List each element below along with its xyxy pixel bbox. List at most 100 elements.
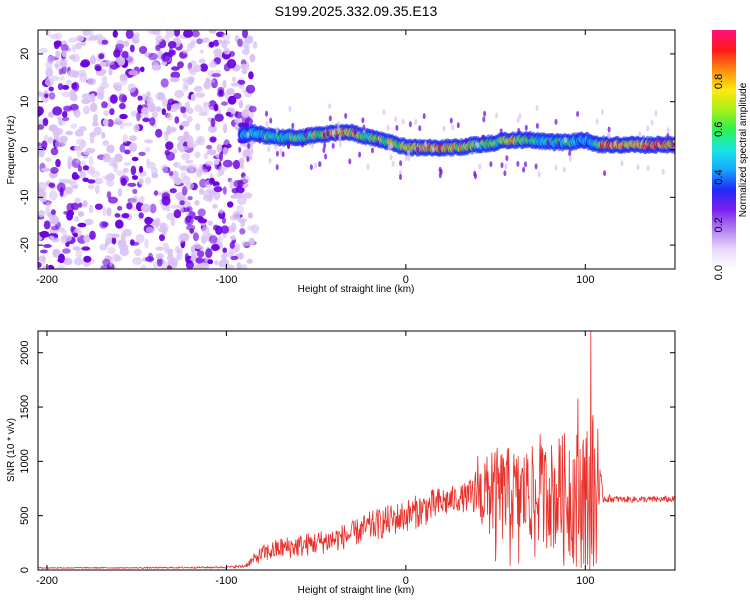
spectrogram-cell xyxy=(50,225,60,231)
spectrogram-cell xyxy=(222,159,233,168)
spectrogram-cell xyxy=(140,203,151,213)
spectrogram-cell xyxy=(77,165,82,172)
spectrogram-cell xyxy=(119,102,126,110)
spectrogram-cell xyxy=(62,234,72,242)
spectrogram-cell xyxy=(318,161,322,168)
spectrogram-cell xyxy=(190,93,196,102)
spectrogram-cell xyxy=(117,205,123,211)
spectrogram-cell xyxy=(121,50,129,59)
spectrogram-cell xyxy=(177,196,188,202)
spectrogram-cell xyxy=(517,127,521,134)
spectrogram-cell xyxy=(115,219,124,229)
spectrogram-cell xyxy=(328,103,332,110)
spectrogram-cell xyxy=(229,241,235,249)
spectrogram-cell xyxy=(211,73,221,78)
spectrogram-cell xyxy=(65,130,74,136)
spectrogram-cell xyxy=(130,241,140,246)
spectrogram-cell xyxy=(208,124,217,133)
spectrogram-cell xyxy=(99,61,107,67)
spectrogram-cell xyxy=(108,196,118,204)
spectrogram-cell xyxy=(366,163,370,170)
spectrogram-cell xyxy=(49,33,59,40)
spectrogram-cell xyxy=(38,146,43,156)
spectrogram-cell xyxy=(72,70,79,78)
spectrogram-cell xyxy=(247,143,251,149)
spectrogram-cell xyxy=(186,206,193,213)
spectrogram-cell xyxy=(249,53,256,63)
spectrogram-cell xyxy=(387,144,391,151)
spectrogram-cell xyxy=(164,248,174,254)
spectrogram-cell xyxy=(166,125,172,135)
spectrogram-cell xyxy=(112,30,119,38)
spectrogram-cell xyxy=(155,128,163,138)
spectrogram-cell xyxy=(45,67,54,78)
spectrogram-cell xyxy=(524,161,527,168)
spectrogram-cell xyxy=(554,118,558,125)
spectrogram-cell xyxy=(39,230,50,238)
spectrogram-cell xyxy=(128,70,139,76)
spectrogram-cell xyxy=(106,144,115,154)
spectrogram-cell xyxy=(607,132,610,139)
colorbar-tick-label: 0.4 xyxy=(713,169,725,184)
spectrogram-cell xyxy=(219,151,223,162)
spectrogram-cell xyxy=(149,104,157,113)
spectrogram-cell xyxy=(61,116,70,122)
spectrogram-cell xyxy=(227,201,234,208)
colorbar-gradient xyxy=(712,30,736,269)
spectrogram-cell xyxy=(213,186,223,193)
spectrogram-cell xyxy=(100,81,109,89)
spectrogram-cell xyxy=(196,250,205,258)
spectrogram-cell xyxy=(60,44,69,52)
spectrogram-cell xyxy=(66,202,74,212)
spectrogram-cell xyxy=(123,122,133,127)
spectrogram-cell xyxy=(102,206,107,217)
spectrogram-cell xyxy=(337,126,340,133)
spectrogram-cell xyxy=(562,166,566,173)
spectrogram-cell xyxy=(337,120,340,127)
spectrogram-cell xyxy=(45,157,52,163)
spectrogram-cell xyxy=(168,50,174,58)
spectrogram-cell xyxy=(196,136,202,144)
spectrogram-cell xyxy=(233,243,241,252)
spectrogram-cell xyxy=(106,60,115,66)
snr-y-ticks: 0 500 1000 1500 2000 xyxy=(19,340,675,573)
spectrogram-cell xyxy=(133,124,140,133)
spectrogram-cell xyxy=(214,159,220,165)
spectrogram-cell xyxy=(193,85,203,92)
spectrogram-cell xyxy=(132,257,142,265)
spectrogram-cell xyxy=(185,182,195,190)
spectrogram-cell xyxy=(563,136,567,143)
spectrogram-cell xyxy=(76,35,85,42)
spectrogram-cell xyxy=(44,78,54,87)
spectrogram-cell xyxy=(269,117,273,124)
spectrogram-cell xyxy=(620,160,624,167)
spectrogram-cell xyxy=(177,61,184,69)
spectrogram-cell xyxy=(187,78,194,86)
spectrogram-cell xyxy=(98,53,105,60)
spectrogram-cell xyxy=(77,222,87,228)
spectrogram-cell xyxy=(301,141,304,148)
spectrogram-cell xyxy=(134,248,142,257)
spectrogram-cell xyxy=(196,168,203,178)
spectrogram-cell xyxy=(247,225,255,231)
spectrogram-cell xyxy=(147,30,158,35)
snr-frame xyxy=(37,330,676,571)
spectrogram-cell xyxy=(82,150,90,156)
spectrogram-cell xyxy=(93,126,102,136)
spectrogram-cell xyxy=(49,235,55,240)
spectrogram-cell xyxy=(217,86,225,94)
spectrogram-cell xyxy=(650,119,654,126)
spectrogram-cell xyxy=(46,56,55,65)
spectrogram-cell xyxy=(504,163,508,170)
spectrogram-cell xyxy=(119,175,129,184)
x-tick-label: 100 xyxy=(576,575,594,587)
spectrogram-cell xyxy=(181,185,188,196)
spectrogram-cell xyxy=(72,174,80,180)
spectrogram-cell xyxy=(646,165,650,172)
spectrogram-cell xyxy=(106,207,112,217)
spectrogram-cell xyxy=(119,73,128,82)
spectrogram-cell xyxy=(482,116,486,123)
x-tick-label: -100 xyxy=(215,274,237,286)
spectrogram-cell xyxy=(171,66,180,71)
y-tick-label: -10 xyxy=(19,189,31,205)
